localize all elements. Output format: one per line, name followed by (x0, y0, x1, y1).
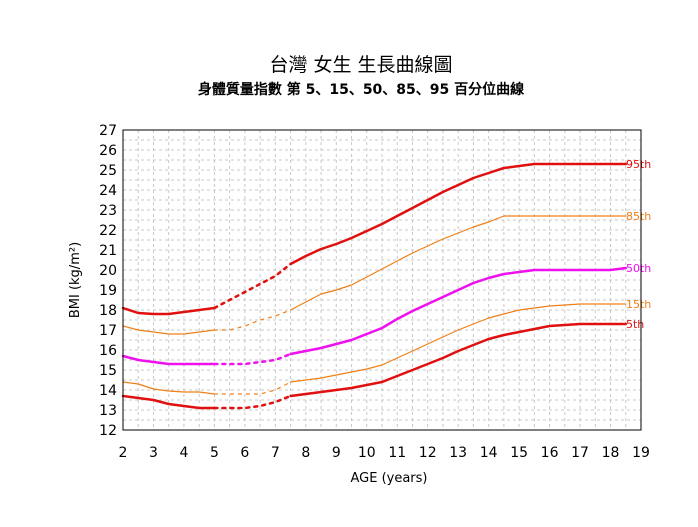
series-line-50th-late (289, 266, 628, 356)
series-line-50th-interpolated (213, 352, 292, 366)
x-tick-label: 4 (179, 445, 188, 461)
series-label-5th: 5th (626, 318, 644, 331)
x-tick-label: 13 (449, 445, 467, 461)
series-label-50th: 50th (626, 262, 651, 275)
x-axis-label: AGE (years) (350, 471, 427, 486)
y-tick-label: 24 (99, 183, 117, 199)
y-tick-label: 18 (99, 303, 117, 319)
x-tick-label: 6 (240, 445, 249, 461)
x-tick-label: 10 (358, 445, 376, 461)
x-tick-label: 2 (119, 445, 128, 461)
y-tick-label: 17 (99, 323, 117, 339)
chart-subtitle: 身體質量指數 第 5、15、50、85、95 百分位曲線 (198, 81, 524, 98)
x-tick-label: 16 (541, 445, 559, 461)
series-label-85th: 85th (626, 210, 651, 223)
x-tick-label: 18 (602, 445, 620, 461)
y-tick-label: 23 (99, 203, 117, 219)
y-tick-label: 12 (99, 423, 117, 439)
series-line-95th-early (121, 306, 216, 316)
tick-labels: 2 3 4 5 6 7 8 9 10 11 12 13 14 15 16 17 18 19121314151617… (99, 123, 650, 461)
chart-title: 台灣 女生 生長曲線圖 (269, 54, 452, 76)
x-tick-label: 12 (419, 445, 437, 461)
series-line-15th-early (122, 381, 215, 395)
y-tick-label: 14 (99, 383, 117, 399)
x-tick-label: 8 (301, 445, 310, 461)
y-tick-label: 25 (99, 163, 117, 179)
series-line-5th-interpolated (213, 394, 292, 410)
y-axis-label: BMI (kg/m²) (68, 242, 83, 318)
x-tick-label: 7 (271, 445, 280, 461)
series-line-85th-late (290, 215, 627, 311)
series-label-15th: 15th (626, 298, 651, 311)
series-line-50th-early (121, 354, 216, 366)
series-line-95th-late (289, 162, 628, 266)
x-tick-label: 17 (571, 445, 589, 461)
series-line-95th-interpolated (213, 262, 292, 310)
y-tick-label: 16 (99, 343, 117, 359)
x-tick-label: 15 (510, 445, 528, 461)
x-tick-label: 3 (149, 445, 158, 461)
x-tick-label: 9 (332, 445, 341, 461)
y-tick-label: 13 (99, 403, 117, 419)
series-line-15th-interpolated (213, 381, 292, 395)
x-tick-label: 5 (210, 445, 219, 461)
series-labels: 95th 85th 50th 15th 5th (626, 158, 651, 331)
y-tick-label: 15 (99, 363, 117, 379)
series-line-85th-interpolated (213, 309, 292, 331)
y-tick-label: 21 (99, 243, 117, 259)
series-lines (121, 162, 628, 410)
y-tick-label: 20 (99, 263, 117, 279)
x-tick-label: 11 (388, 445, 406, 461)
y-tick-label: 19 (99, 283, 117, 299)
series-line-5th-early (121, 394, 216, 410)
y-tick-label: 26 (99, 143, 117, 159)
plot-frame (122, 129, 642, 431)
x-tick-label: 14 (480, 445, 498, 461)
y-tick-label: 27 (99, 123, 117, 139)
series-label-95th: 95th (626, 158, 651, 171)
series-line-5th-late (289, 322, 628, 398)
x-tick-label: 19 (632, 445, 650, 461)
y-tick-label: 22 (99, 223, 117, 239)
grid (122, 129, 642, 431)
series-line-85th-early (122, 325, 215, 335)
series-line-15th-late (290, 303, 627, 383)
